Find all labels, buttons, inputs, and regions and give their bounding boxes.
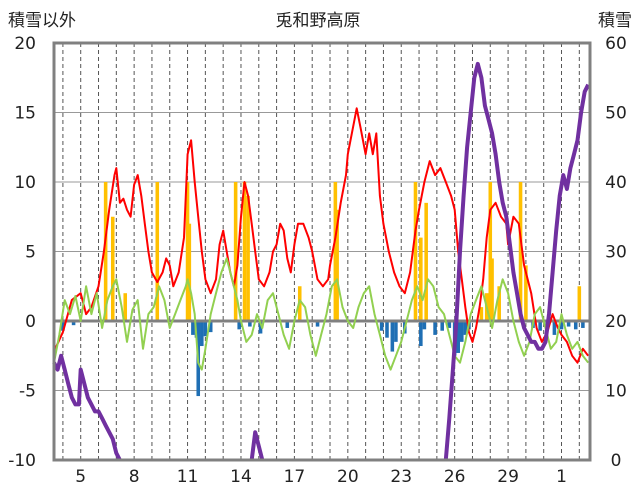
bar [538,321,542,331]
bar-series [61,182,585,397]
bar [440,321,444,331]
right-tick-label: 0 [611,451,622,471]
series-line [249,430,265,461]
bar [248,321,252,327]
bar [566,321,571,327]
right-tick-label: 60 [605,34,627,54]
right-tick-label: 50 [605,104,627,124]
bar [559,321,564,330]
right-tick-label: 10 [605,382,627,402]
bar [200,321,204,347]
x-tick-label: 14 [230,467,252,487]
bar [518,182,523,321]
series-line [52,353,122,461]
bar [242,182,247,321]
bar [479,307,484,321]
bar [456,321,461,353]
x-tick-label: 8 [129,467,140,487]
x-tick-label: 11 [177,467,199,487]
chart-title: 兎和野高原 [276,11,361,31]
line-series [52,61,590,461]
tick-labels: -10 -5 0 5 10 15 20 0 10 20 30 40 50 60 5 8 11 14 17 20 23 26… [8,34,627,487]
bar [573,321,578,330]
right-axis-label: 積雪 [598,11,632,31]
x-tick-label: 17 [284,467,306,487]
bar [71,321,76,326]
bar [110,216,115,321]
bar [552,321,557,335]
bar [394,321,398,342]
bar [490,258,494,321]
left-tick-label: -5 [19,382,36,402]
series-line [53,107,589,364]
left-tick-label: 20 [14,34,36,54]
bar [155,182,160,321]
bar [447,321,452,328]
left-tick-label: -10 [8,451,36,471]
left-axis-label: 積雪以外 [8,11,76,31]
bar [315,321,320,327]
series-line [443,61,590,461]
right-tick-label: 20 [605,312,627,332]
bar [419,321,423,347]
x-tick-label: 29 [497,467,519,487]
bar [581,321,585,328]
bar [208,321,213,333]
bar [233,182,238,321]
grid-lines [54,43,590,460]
bar [103,182,108,321]
x-tick-label: 23 [390,467,412,487]
series-line [53,257,589,371]
x-tick-label: 5 [75,467,86,487]
bar [61,321,65,331]
bar [463,321,468,335]
x-tick-label: 20 [337,467,359,487]
plot-frame [52,41,592,462]
bar [497,286,501,321]
bar [246,195,250,321]
left-tick-label: 15 [14,104,36,124]
right-tick-label: 30 [605,243,627,263]
left-tick-label: 10 [14,173,36,193]
bar [577,286,582,321]
bar [191,321,195,335]
bar [488,182,493,321]
x-tick-label: 1 [556,467,567,487]
bar [335,209,339,321]
right-tick-label: 40 [605,173,627,193]
bar [524,265,528,321]
bar [237,321,241,330]
bar [433,321,437,335]
bar [422,321,427,330]
bar [203,321,208,337]
bar [379,321,384,331]
bar [385,321,389,338]
bar [413,182,418,321]
bar [285,321,290,328]
left-tick-label: 5 [25,243,36,263]
x-tick-label: 26 [444,467,466,487]
bar [258,321,263,334]
left-tick-label: 0 [25,312,36,332]
bar [390,321,395,352]
bar [419,237,423,321]
bar [424,202,428,321]
bar [123,293,128,321]
bar [187,223,192,321]
bar [460,321,464,342]
